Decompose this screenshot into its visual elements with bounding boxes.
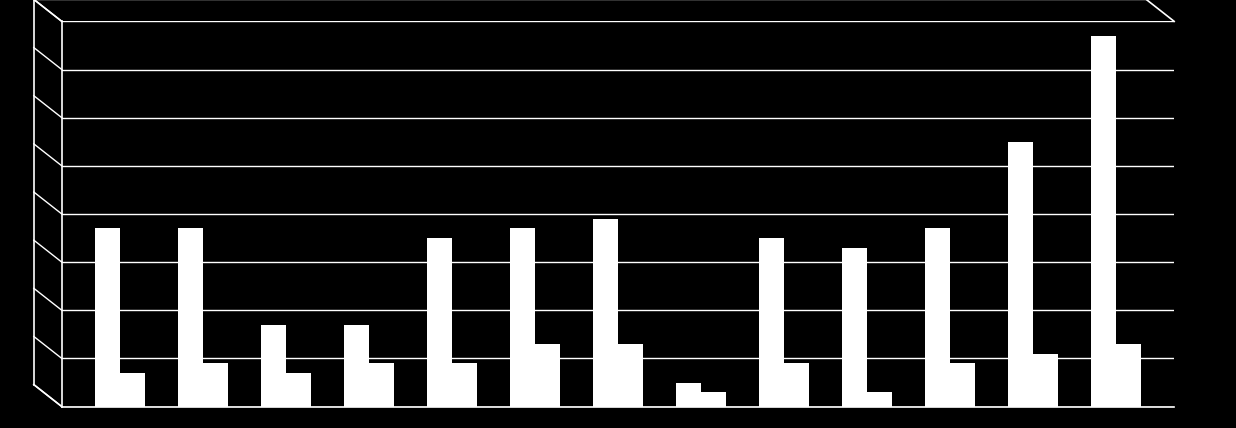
Bar [178,229,203,407]
Bar [759,238,784,407]
Bar [784,363,808,407]
Bar [1033,354,1058,407]
Bar [618,344,643,407]
Bar [676,383,701,407]
Bar [428,238,452,407]
Bar [1009,142,1033,407]
Bar [95,229,120,407]
Bar [866,392,892,407]
Bar [950,363,975,407]
Bar [452,363,477,407]
Bar [535,344,560,407]
Bar [344,325,370,407]
Bar [510,229,535,407]
Bar [842,248,866,407]
Bar [120,373,145,407]
Bar [286,373,310,407]
Bar [926,229,950,407]
Bar [203,363,227,407]
Bar [593,219,618,407]
Bar [261,325,286,407]
Bar [1116,344,1141,407]
Bar [701,392,726,407]
Bar [370,363,394,407]
Bar [1091,36,1116,407]
